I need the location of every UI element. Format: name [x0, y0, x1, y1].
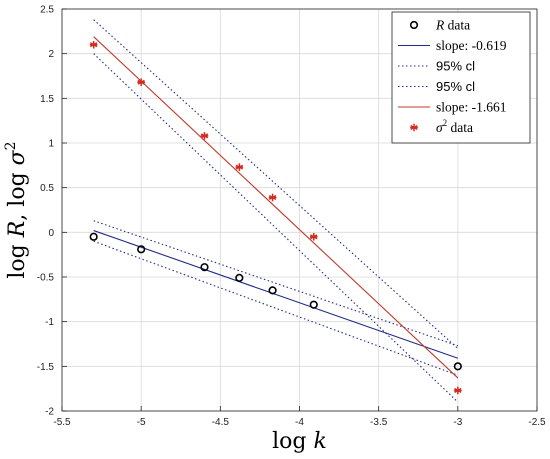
y-tick-label: 1: [48, 139, 54, 150]
r-data-point: [453, 362, 462, 371]
sigma-data-point: [89, 40, 98, 49]
legend-label: 95% cl: [436, 79, 475, 94]
sigma-data-point: [235, 163, 244, 171]
sigma-data-point: [454, 386, 462, 395]
y-tick-label: -1.5: [37, 362, 55, 373]
x-tick-label: -3.5: [370, 417, 388, 428]
legend: R data slope: -0.619 95% cl 95% cl slope: -1…: [391, 11, 531, 144]
series-2-confidence-line-1: [93, 240, 459, 376]
x-axis-label: log k: [272, 429, 327, 454]
y-tick-label: 0: [48, 228, 54, 239]
sigma-data-point: [200, 132, 209, 140]
y-axis-label: log R, log σ2: [3, 141, 30, 278]
sigma-data-point: [268, 193, 277, 202]
y-tick-label: -0.5: [37, 273, 55, 284]
y-tick-label: 0.5: [40, 183, 54, 194]
r-data-point: [235, 273, 244, 282]
legend-label: σ2 data: [436, 118, 473, 135]
r-data-point: [200, 263, 209, 272]
series-1-fit-line: [93, 230, 459, 359]
legend-label: R data: [435, 18, 470, 33]
x-tick-label: -3: [453, 417, 462, 428]
r-data-point: [137, 245, 146, 254]
sigma-data-point: [309, 233, 318, 241]
y-tick-label: 2.5: [40, 5, 54, 16]
series-4-fit-line: [93, 36, 459, 379]
y-tick-label: 1.5: [40, 94, 54, 105]
series-3-confidence-line-0: [93, 19, 459, 349]
y-tick-label: -2: [45, 407, 54, 418]
x-tick-label: -5: [137, 417, 146, 428]
r-data-point: [268, 286, 277, 295]
x-tick-label: -4.5: [212, 417, 230, 428]
legend-circle-icon: [409, 20, 419, 30]
r-data-point: [89, 232, 98, 241]
series-2-confidence-line-0: [93, 220, 459, 347]
r-data-point: [309, 300, 318, 309]
x-tick-label: -5.5: [53, 417, 71, 428]
legend-label: 95% cl: [436, 59, 475, 74]
plot-area: [89, 19, 462, 403]
sigma-data-point: [137, 78, 145, 87]
legend-box: [391, 11, 531, 144]
y-tick-label: 2: [48, 49, 54, 60]
legend-label: slope: -1.661: [436, 100, 507, 115]
axis-ticks: -5.5 -5 -4.5 -4 -3.5 -3 -2.5 -2 -1.5 -1 -0.5 0 0.5 1 1…: [37, 5, 546, 429]
legend-asterisk-icon: [410, 123, 418, 132]
legend-label: slope: -0.619: [436, 38, 507, 53]
y-tick-label: -1: [45, 317, 54, 328]
x-tick-label: -2.5: [528, 417, 546, 428]
x-tick-label: -4: [295, 417, 304, 428]
